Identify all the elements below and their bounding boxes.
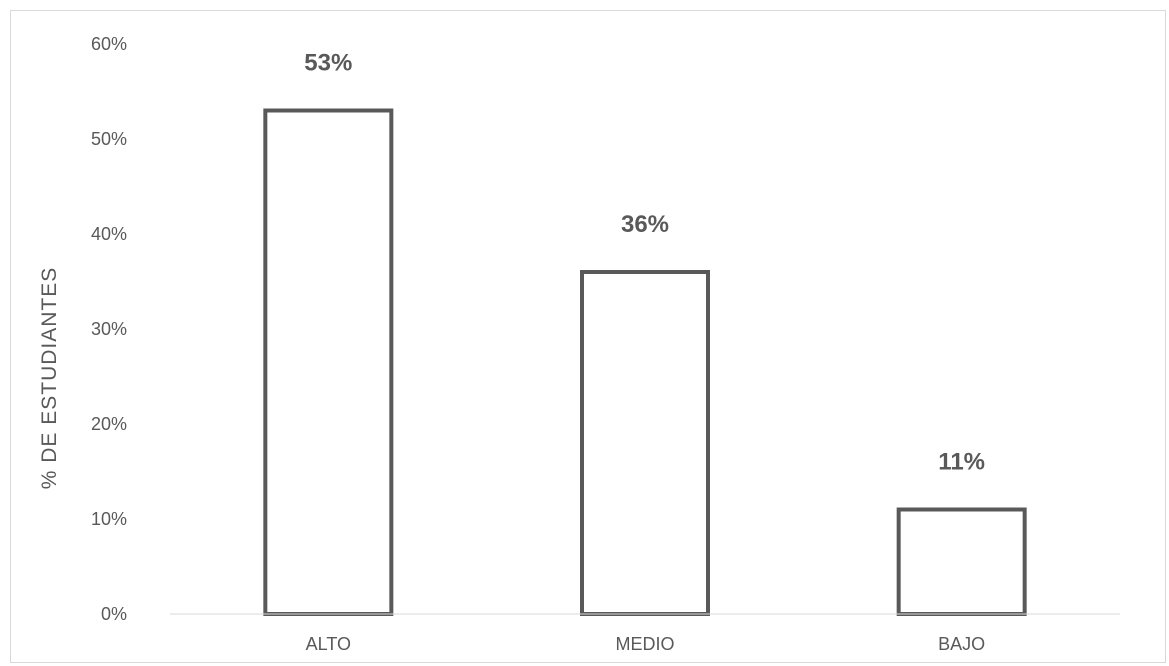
bar-data-label: 11% <box>938 449 985 476</box>
x-axis-category-labels: ALTO MEDIO BAJO <box>306 634 986 654</box>
bar-data-label: 36% <box>621 211 669 238</box>
y-tick-label: 10% <box>91 509 127 529</box>
y-tick-label: 30% <box>91 319 127 339</box>
y-tick-label: 0% <box>101 604 127 624</box>
bar-data-label: 53% <box>304 50 352 77</box>
data-labels: 53% 36% 11% <box>304 50 985 476</box>
x-category-label: MEDIO <box>615 634 674 654</box>
y-tick-label: 50% <box>91 129 127 149</box>
bar <box>896 507 1027 616</box>
y-tick-label: 20% <box>91 414 127 434</box>
y-tick-label: 60% <box>91 34 127 54</box>
y-axis-ticks: 0% 10% 20% 30% 40% 50% 60% <box>91 34 127 624</box>
y-tick-label: 40% <box>91 224 127 244</box>
x-category-label: ALTO <box>306 634 351 654</box>
bar <box>263 108 394 616</box>
x-category-label: BAJO <box>938 634 985 654</box>
y-axis-title: % DE ESTUDIANTES <box>38 267 61 490</box>
bars <box>263 108 1027 616</box>
bar <box>580 270 710 616</box>
